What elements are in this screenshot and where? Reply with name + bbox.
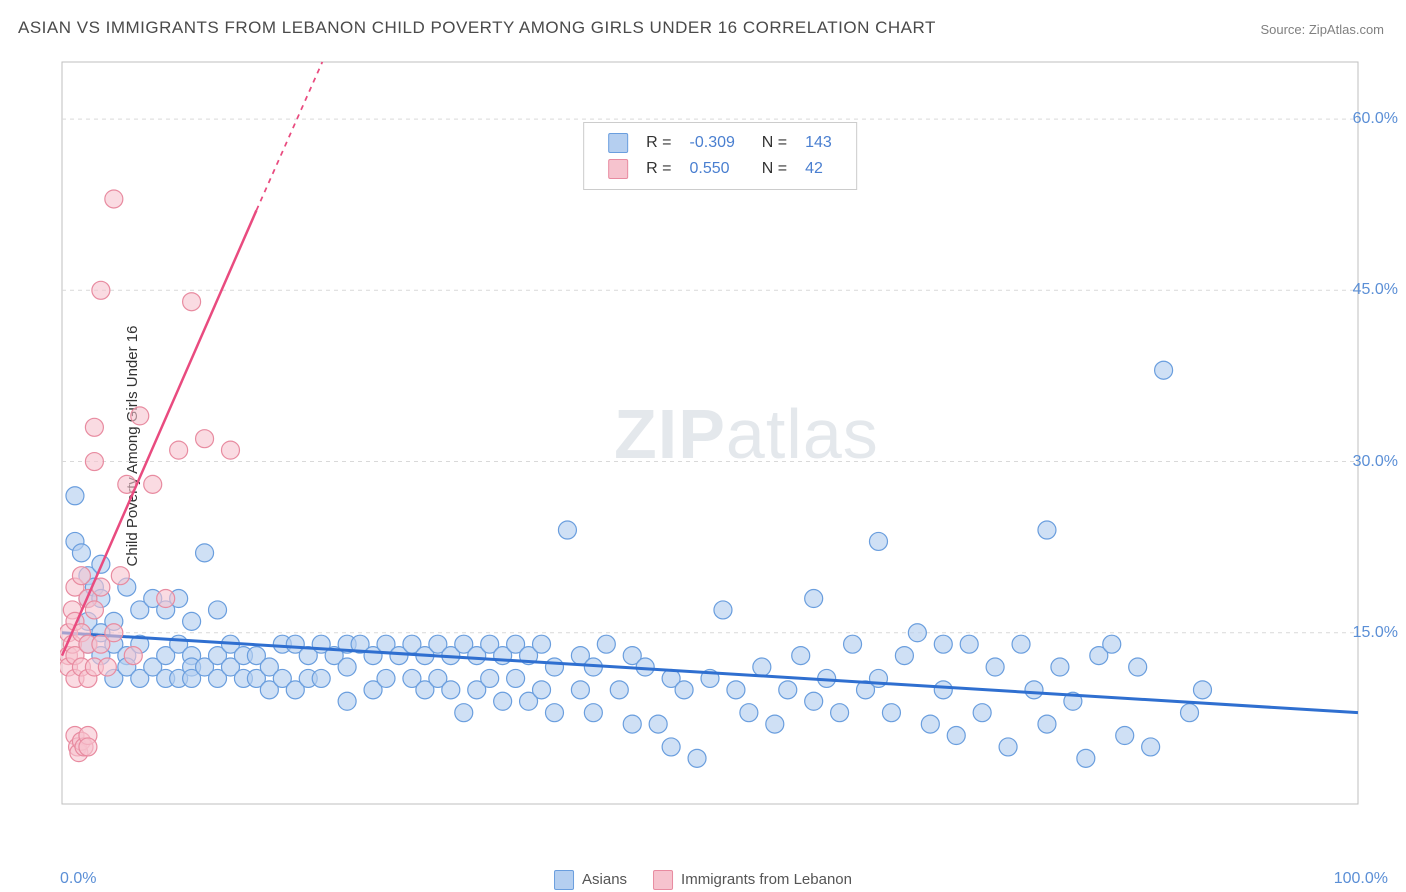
chart-title: ASIAN VS IMMIGRANTS FROM LEBANON CHILD P… [18, 18, 936, 38]
legend-item-lebanon: Immigrants from Lebanon [653, 870, 852, 890]
legend-row-asians: R =-0.309 N =143 [600, 131, 840, 155]
source-attribution: Source: ZipAtlas.com [1260, 22, 1384, 37]
series-legend: Asians Immigrants from Lebanon [554, 870, 852, 890]
y-axis-tick: 15.0% [1353, 624, 1398, 642]
y-axis-tick: 30.0% [1353, 453, 1398, 471]
x-axis-tick-max: 100.0% [1334, 870, 1388, 888]
legend-row-lebanon: R =0.550 N =42 [600, 157, 840, 181]
correlation-legend: R =-0.309 N =143 R =0.550 N =42 [583, 122, 857, 190]
legend-item-asians: Asians [554, 870, 627, 890]
x-axis-tick-min: 0.0% [60, 870, 96, 888]
chart-area: ZIPatlas R =-0.309 N =143 R =0.550 N =42 [60, 60, 1380, 840]
y-axis-tick: 45.0% [1353, 281, 1398, 299]
y-axis-tick: 60.0% [1353, 110, 1398, 128]
